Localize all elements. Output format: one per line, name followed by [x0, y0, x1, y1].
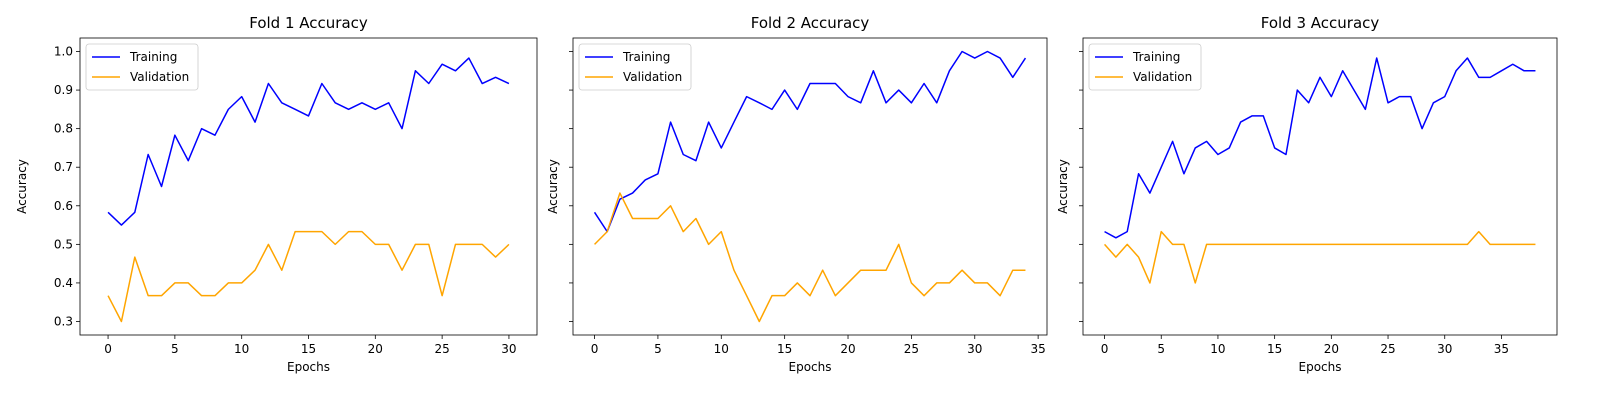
- series-line-training: [593, 50, 1027, 233]
- y-tick-label: 0.3: [54, 315, 73, 329]
- x-axis-label: Epochs: [789, 360, 832, 374]
- x-tick-label: 30: [967, 342, 982, 356]
- x-tick-label: 35: [1030, 342, 1045, 356]
- y-tick-label: 0.5: [54, 237, 73, 251]
- legend-label-training: Training: [1132, 50, 1180, 64]
- legend-box: [578, 43, 692, 91]
- series-line-training: [1104, 57, 1536, 239]
- x-tick-label: 10: [714, 342, 729, 356]
- x-tick-label: 25: [434, 342, 449, 356]
- legend-label-validation: Validation: [130, 70, 189, 84]
- y-axis-label: Accuracy: [15, 159, 29, 214]
- series-line-validation: [107, 230, 510, 323]
- y-tick-label: 0.4: [54, 276, 73, 290]
- x-tick-label: 10: [1210, 342, 1225, 356]
- legend-box: [1088, 43, 1202, 91]
- y-tick-label: 0.8: [54, 122, 73, 136]
- chart-title: Fold 2 Accuracy: [751, 14, 870, 32]
- x-tick-label: 15: [777, 342, 792, 356]
- x-tick-label: 0: [1101, 342, 1109, 356]
- x-tick-label: 30: [1437, 342, 1452, 356]
- x-axis-label: Epochs: [1299, 360, 1342, 374]
- x-tick-label: 25: [1380, 342, 1395, 356]
- x-tick-label: 25: [904, 342, 919, 356]
- x-tick-label: 20: [840, 342, 855, 356]
- legend-box: [85, 43, 199, 91]
- y-axis-label: Accuracy: [546, 159, 560, 214]
- x-tick-label: 5: [171, 342, 179, 356]
- legend-label-validation: Validation: [1133, 70, 1192, 84]
- x-tick-label: 5: [654, 342, 662, 356]
- x-tick-label: 15: [301, 342, 316, 356]
- chart-panel-1: 0 5 10 15 20 25 30 0.3 0.4 0.5 0.6 0.7 0.8 0.9 1.0 Fold…: [15, 14, 538, 374]
- y-tick-label: 0.7: [54, 160, 73, 174]
- x-tick-label: 5: [1157, 342, 1165, 356]
- series-line-validation: [594, 192, 1026, 323]
- chart-panel-3: 0 5 10 15 20 25 30 35 Fold 3 Accuracy Epochs Accur…: [1056, 14, 1558, 374]
- series-line-validation: [1103, 230, 1536, 284]
- legend-label-validation: Validation: [623, 70, 682, 84]
- x-tick-label: 15: [1267, 342, 1282, 356]
- x-tick-label: 0: [591, 342, 599, 356]
- chart-title: Fold 3 Accuracy: [1261, 14, 1380, 32]
- y-tick-label: 0.9: [54, 83, 73, 97]
- x-axis-label: Epochs: [287, 360, 330, 374]
- x-tick-label: 0: [104, 342, 112, 356]
- plot-frame: [572, 37, 1048, 336]
- plot-frame: [1082, 37, 1558, 336]
- chart-title: Fold 1 Accuracy: [249, 14, 368, 32]
- chart-panel-2: 0 5 10 15 20 25 30 35 Fold 2 Accuracy Epochs Accur…: [546, 14, 1048, 374]
- y-axis-label: Accuracy: [1056, 159, 1070, 214]
- y-tick-label: 1.0: [54, 45, 73, 59]
- series-line-training: [107, 57, 510, 226]
- x-tick-label: 20: [368, 342, 383, 356]
- y-tick-label: 0.6: [54, 199, 73, 213]
- legend-label-training: Training: [622, 50, 670, 64]
- x-tick-label: 10: [234, 342, 249, 356]
- x-tick-label: 20: [1324, 342, 1339, 356]
- x-tick-label: 30: [501, 342, 516, 356]
- x-tick-label: 35: [1494, 342, 1509, 356]
- legend-label-training: Training: [129, 50, 177, 64]
